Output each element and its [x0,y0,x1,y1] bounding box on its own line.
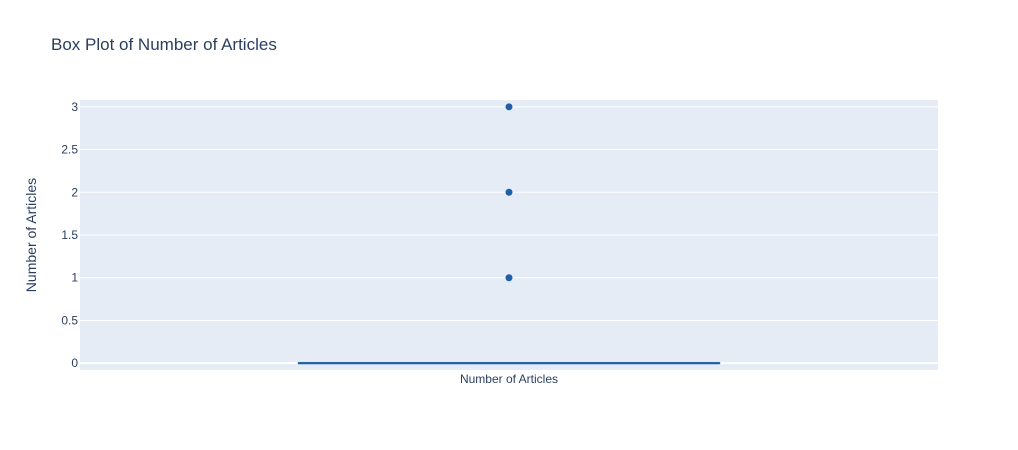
outlier-point [505,103,513,111]
y-tick-label: 1.5 [61,228,78,242]
y-tick-label: 2 [71,185,78,199]
x-category-label: Number of Articles [460,372,558,386]
y-tick-label: 3 [71,100,78,114]
y-tick-label: 0 [71,356,78,370]
chart-title: Box Plot of Number of Articles [51,35,277,54]
y-tick-label: 0.5 [61,313,78,327]
y-tick-label: 2.5 [61,143,78,157]
outlier-point [505,188,513,196]
y-tick-label: 1 [71,271,78,285]
outlier-points [505,103,513,282]
y-axis-ticks: 0 0.5 1 1.5 2 2.5 3 [61,100,78,370]
outlier-point [505,274,513,282]
y-axis-title: Number of Articles [23,178,39,292]
